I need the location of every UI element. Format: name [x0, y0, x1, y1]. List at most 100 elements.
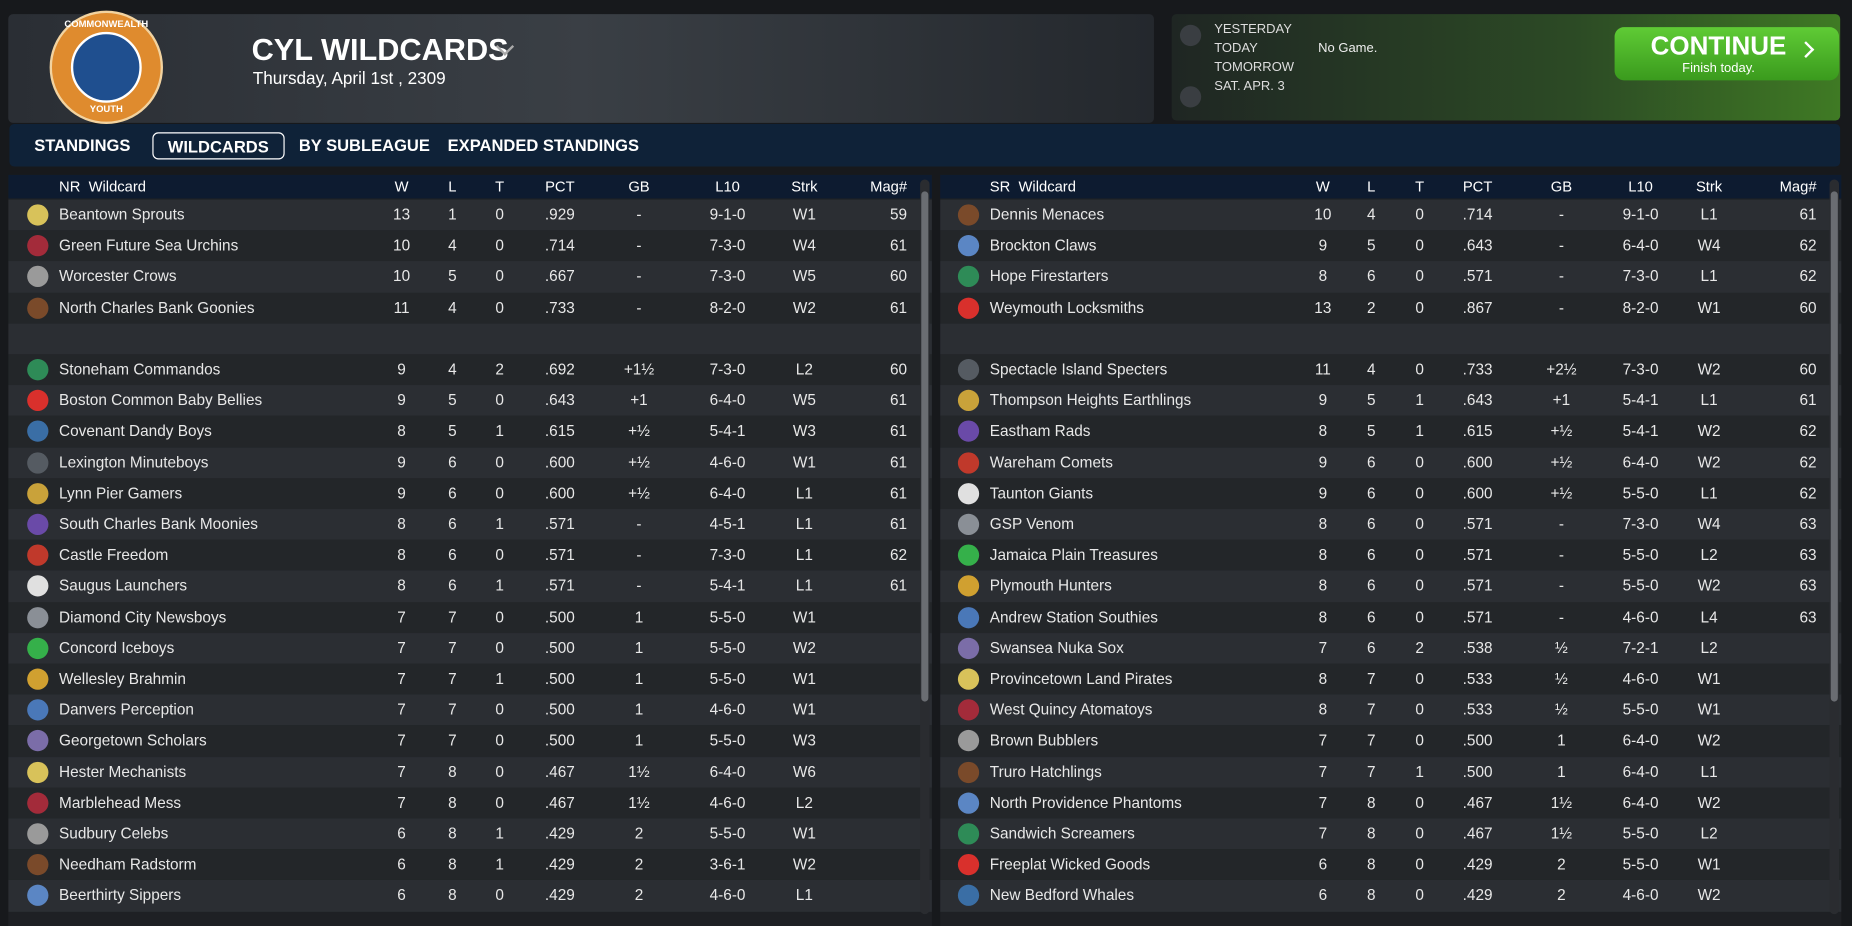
- team-row[interactable]: Brown Bubblers 7 7 0 .500 1 6-4-0 W2: [940, 725, 1842, 757]
- team-row[interactable]: Beerthirty Sippers 6 8 0 .429 2 4-6-0 L1: [8, 880, 932, 912]
- stat-cell: +2½: [1546, 360, 1577, 378]
- team-logo: [27, 513, 49, 536]
- standings-table: SR Wildcard W L T PCT GB L10 Strk Mag# Dennis Men…: [940, 174, 1842, 926]
- team-row[interactable]: North Providence Phantoms 7 8 0 .467 1½ 6-4-0 W…: [940, 787, 1842, 819]
- team-row[interactable]: GSP Venom 8 6 0 .571 - 7-3-0 W4 63: [940, 509, 1842, 540]
- stat-cell: 7: [397, 731, 406, 750]
- team-row[interactable]: Taunton Giants 9 6 0 .600 +½ 5-5-0 L1 62: [940, 478, 1842, 510]
- stat-cell: 8: [1318, 669, 1328, 688]
- stat-cell: 1: [495, 514, 504, 533]
- team-row[interactable]: Freeplat Wicked Goods 6 8 0 .429 2 5-5-0 W1: [940, 849, 1842, 881]
- team-row[interactable]: Concord Iceboys 7 7 0 .500 1 5-5-0 W2: [8, 632, 932, 664]
- team-row[interactable]: Brockton Claws 9 5 0 .643 - 6-4-0 W4 62: [940, 230, 1842, 262]
- tab[interactable]: WILDCARDS: [152, 132, 285, 160]
- continue-button[interactable]: [1614, 27, 1840, 81]
- stat-cell: 13: [1314, 298, 1332, 317]
- team-logo: [27, 854, 49, 876]
- tab[interactable]: EXPANDED STANDINGS: [447, 135, 640, 155]
- team-row[interactable]: West Quincy Atomatoys 8 7 0 .533 ½ 5-5-0 W1: [940, 694, 1842, 726]
- team-row[interactable]: Stoneham Commandos 9 4 2 .692 +1½ 7-3-0 L2 60: [8, 354, 932, 386]
- stat-cell: .571: [1462, 514, 1493, 533]
- stat-cell: .500: [544, 700, 575, 719]
- team-row[interactable]: New Bedford Whales 6 8 0 .429 2 4-6-0 W2: [940, 880, 1842, 912]
- team-row[interactable]: Swansea Nuka Sox 7 6 2 .538 ½ 7-2-1 L2: [940, 632, 1842, 664]
- continue-sublabel: Finish today.: [1682, 61, 1755, 76]
- stat-cell: -: [1558, 514, 1565, 533]
- logo-center: [70, 31, 142, 103]
- team-row[interactable]: Needham Radstorm 6 8 1 .429 2 3-6-1 W2: [8, 849, 932, 881]
- schedule-down[interactable]: [1179, 86, 1202, 108]
- team-row[interactable]: Boston Common Baby Bellies 9 5 0 .643 +1 6-4-0…: [8, 385, 932, 417]
- team-row[interactable]: Dennis Menaces 10 4 0 .714 - 9-1-0 L1 61: [940, 199, 1842, 231]
- stat-cell: .429: [1462, 855, 1493, 874]
- stat-cell: 0: [1415, 484, 1424, 502]
- team-row[interactable]: South Charles Bank Moonies 8 6 1.571-4-5-1 L…: [8, 509, 932, 540]
- team-name: Hester Mechanists: [59, 762, 187, 781]
- team-name: Wareham Comets: [989, 453, 1113, 471]
- team-logo: [27, 668, 49, 690]
- stat-cell: 0: [1415, 855, 1424, 874]
- tab[interactable]: BY SUBLEAGUE: [298, 135, 430, 155]
- stat-cell: 4: [1366, 205, 1376, 224]
- scrollbar-thumb[interactable]: [1830, 191, 1838, 702]
- tab[interactable]: STANDINGS: [34, 135, 131, 155]
- stat-cell: 4: [1366, 360, 1376, 378]
- team-row[interactable]: Eastham Rads 8 5 1 .615 +½ 5-4-1 W2 62: [940, 416, 1842, 448]
- stat-cell: 4-6-0: [1622, 669, 1659, 688]
- stat-cell: 2: [1415, 638, 1424, 657]
- stat-cell: W4: [792, 236, 816, 255]
- team-row[interactable]: North Charles Bank Goonies 11 4 0 .733 - 8-2-0…: [8, 292, 932, 324]
- schedule-up[interactable]: [1179, 24, 1202, 47]
- stat-cell: 8: [1318, 267, 1328, 286]
- team-logo: [957, 359, 980, 381]
- team-row[interactable]: Green Future Sea Urchins 10 4 0 .714 - 7-3-0 W4…: [8, 230, 932, 262]
- team-row[interactable]: Castle Freedom 8 6 0 .571 - 7-3-0 L1 62: [8, 539, 932, 571]
- stat-cell: 6-4-0: [709, 484, 746, 502]
- team-row[interactable]: Thompson Heights Earthlings 9 5 1 .643 +1 5-4-…: [940, 385, 1842, 417]
- stat-cell: W2: [792, 298, 816, 317]
- team-row[interactable]: Diamond City Newsboys 7 7 0 .500 1 5-5-0 W1: [8, 601, 932, 633]
- stat-cell: 6: [1366, 576, 1376, 595]
- team-row[interactable]: Sudbury Celebs 6 8 1 .429 2 5-5-0 W1: [8, 818, 932, 850]
- team-logo: [27, 359, 49, 381]
- team-row[interactable]: Georgetown Scholars 7 7 0 .500 1 5-5-0 W3: [8, 725, 932, 757]
- team-row[interactable]: Lexington Minuteboys 9 6 0 .600 +½ 4-6-0 W1 61: [8, 447, 932, 479]
- team-row[interactable]: Beantown Sprouts 13 1 0 .929 - 9-1-0 W1 59: [8, 199, 932, 231]
- stat-cell: L1: [795, 886, 813, 905]
- team-row[interactable]: Danvers Perception 7 7 0 .500 1 4-6-0 W1: [8, 694, 932, 726]
- stat-cell: 7: [448, 607, 457, 626]
- stat-cell: 1: [634, 700, 644, 719]
- team-row[interactable]: Lynn Pier Gamers 9 6 0 .600 +½ 6-4-0 L1 61: [8, 478, 932, 510]
- team-row[interactable]: Andrew Station Southies 8 6 0 .571 - 4-6-0 L4 63: [940, 601, 1842, 633]
- team-row[interactable]: Hope Firestarters 8 6 0 .571 - 7-3-0 L1 62: [940, 261, 1842, 293]
- team-row[interactable]: Plymouth Hunters 8 6 0 .571 - 5-5-0 W2 63: [940, 570, 1842, 602]
- team-name: Needham Radstorm: [59, 855, 197, 874]
- team-row[interactable]: Spectacle Island Specters 11 4 0 .733 +2½ 7-3-…: [940, 354, 1842, 386]
- team-row[interactable]: Covenant Dandy Boys 8 5 1 .615 +½ 5-4-1 W3 61: [8, 416, 932, 448]
- team-row[interactable]: Truro Hatchlings 7 7 1 .500 1 6-4-0 L1: [940, 756, 1842, 788]
- stat-cell: ½: [1555, 700, 1568, 719]
- team-row[interactable]: Marblehead Mess 7 8 0 .467 1½ 4-6-0 L2: [8, 787, 932, 819]
- team-name: Covenant Dandy Boys: [59, 422, 212, 440]
- stat-cell: 1: [495, 576, 504, 595]
- team-row[interactable]: Saugus Launchers 8 6 1.571-5-4-1 L1 61: [8, 570, 932, 602]
- stat-cell: 6: [448, 514, 457, 533]
- stat-cell: .500: [544, 731, 575, 750]
- team-logo: [27, 575, 49, 597]
- stat-cell: 9: [397, 484, 406, 502]
- stat-cell: +½: [1550, 422, 1573, 440]
- stat-cell: 5-5-0: [1622, 824, 1659, 843]
- team-row[interactable]: Worcester Crows 10 5 0 .667 - 7-3-0 W5 60: [8, 261, 932, 293]
- team-row[interactable]: Jamaica Plain Treasures 8 6 0 .571 - 5-5-0 L2 63: [940, 539, 1842, 571]
- team-row[interactable]: Wareham Comets 9 6 0 .600 +½ 6-4-0 W2 62: [940, 447, 1842, 479]
- team-row[interactable]: Hester Mechanists 7 8 0 .467 1½ 6-4-0 W6: [8, 756, 932, 788]
- team-row[interactable]: Wellesley Brahmin 7 7 1 .500 1 5-5-0 W1: [8, 663, 932, 695]
- team-row[interactable]: Sandwich Screamers 7 8 0 .467 1½ 5-5-0 L2: [940, 818, 1842, 850]
- stat-cell: -: [636, 545, 642, 564]
- team-logo: [27, 637, 49, 659]
- team-row[interactable]: Provincetown Land Pirates 8 7 0 .533 ½ 4-6-0 W1: [940, 663, 1842, 695]
- team-row[interactable]: Weymouth Locksmiths 13 2 0 .867 - 8-2-0 W1 60: [940, 292, 1842, 324]
- scrollbar-thumb[interactable]: [921, 191, 929, 702]
- stat-cell: L2: [795, 360, 813, 378]
- stat-cell: 0: [495, 607, 504, 626]
